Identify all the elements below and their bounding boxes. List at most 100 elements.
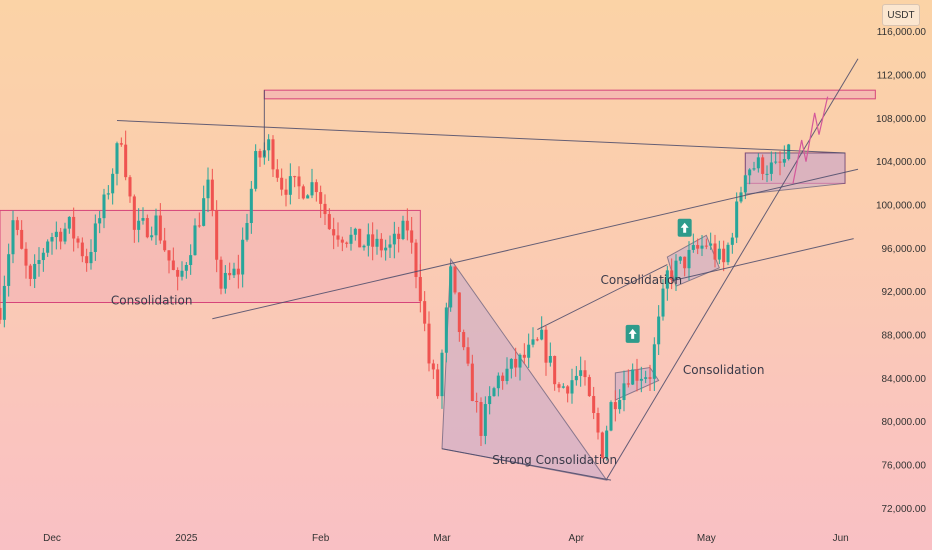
candle-body	[769, 162, 773, 174]
candle-body	[492, 388, 496, 397]
candle	[206, 167, 210, 213]
candle	[652, 337, 656, 392]
candle	[314, 179, 318, 202]
candle	[67, 216, 71, 234]
currency-badge[interactable]: USDT	[882, 4, 920, 26]
candle-body	[366, 234, 370, 246]
candle-body	[314, 182, 318, 193]
candle-body	[618, 400, 622, 410]
y-tick-label: 80,000.00	[882, 417, 927, 428]
candle-body	[509, 358, 513, 369]
x-tick-label: 2025	[175, 533, 198, 544]
candle-body	[639, 378, 643, 381]
candle-body	[150, 235, 154, 238]
candle-body	[392, 233, 396, 245]
x-axis[interactable]: Dec 2025 Feb Mar Apr May Jun	[43, 533, 849, 544]
candle-body	[271, 139, 275, 170]
x-tick-label: May	[697, 533, 716, 544]
candle-body	[574, 375, 578, 381]
candle-body	[761, 157, 765, 174]
candle	[553, 355, 557, 391]
candle	[574, 366, 578, 386]
candle	[349, 226, 353, 251]
candle-body	[89, 251, 93, 264]
candle-body	[98, 218, 102, 224]
candle	[219, 256, 223, 295]
candle-body	[50, 237, 54, 242]
candle	[379, 233, 383, 258]
candle-body	[635, 369, 639, 381]
projection-path	[792, 96, 829, 184]
candle-body	[232, 268, 236, 276]
candle	[449, 264, 453, 312]
candle-body	[691, 245, 695, 250]
trendline-1	[212, 168, 859, 320]
trendline-5	[441, 448, 612, 481]
candle-body	[111, 173, 115, 194]
candle-body	[327, 214, 331, 230]
candle-body	[93, 223, 97, 252]
candle	[418, 264, 422, 313]
zone-1	[263, 89, 876, 100]
trendline-4	[606, 58, 859, 480]
candle	[691, 233, 695, 253]
candle	[358, 228, 362, 248]
candle	[319, 185, 323, 218]
candle-body	[193, 225, 197, 256]
candle-body	[228, 272, 232, 276]
candle-body	[349, 234, 353, 244]
y-tick-label: 72,000.00	[882, 504, 927, 515]
candle-body	[119, 143, 123, 145]
candle-body	[605, 430, 609, 458]
candle-body	[20, 229, 24, 249]
candle	[102, 188, 106, 229]
y-axis[interactable]: 72,000.00 76,000.00 80,000.00 84,000.00 88,0…	[876, 27, 926, 515]
candle-body	[782, 159, 786, 163]
candle-body	[80, 242, 84, 257]
candle-body	[345, 242, 349, 244]
candle-body	[163, 240, 167, 251]
candle	[375, 229, 379, 255]
candle-body	[171, 260, 175, 270]
x-tick-label: Jun	[833, 533, 849, 544]
candle-body	[765, 173, 769, 175]
candle-body	[180, 270, 184, 277]
candle	[548, 342, 552, 367]
up-arrow-glyph	[680, 222, 689, 233]
candle	[323, 194, 327, 225]
candle	[644, 370, 648, 384]
candle-body	[600, 432, 604, 458]
candle	[72, 207, 76, 252]
zone-0	[0, 209, 421, 304]
candle-body	[0, 307, 2, 320]
candle-body	[401, 220, 405, 239]
candle-body	[475, 401, 479, 403]
candle-body	[397, 233, 401, 239]
y-tick-label: 84,000.00	[882, 374, 927, 385]
candle	[189, 244, 193, 275]
candle-body	[501, 375, 505, 382]
candle-body	[267, 139, 271, 151]
candle	[288, 163, 292, 205]
patterns-layer	[441, 152, 846, 481]
candle	[267, 134, 271, 161]
candle-body	[436, 369, 440, 397]
candle-body	[189, 255, 193, 266]
candle	[336, 222, 340, 247]
candle	[726, 242, 730, 266]
candle	[24, 242, 28, 279]
candle-body	[583, 370, 587, 378]
candle	[275, 159, 279, 182]
candle-body	[353, 228, 357, 235]
candle-body	[592, 396, 596, 414]
candle-body	[158, 215, 162, 241]
candle-body	[297, 176, 301, 187]
candle	[202, 185, 206, 227]
candle	[774, 151, 778, 165]
candle	[540, 316, 544, 341]
candle	[115, 141, 119, 186]
candle	[236, 254, 240, 289]
candle-body	[63, 228, 67, 242]
candle	[765, 165, 769, 183]
